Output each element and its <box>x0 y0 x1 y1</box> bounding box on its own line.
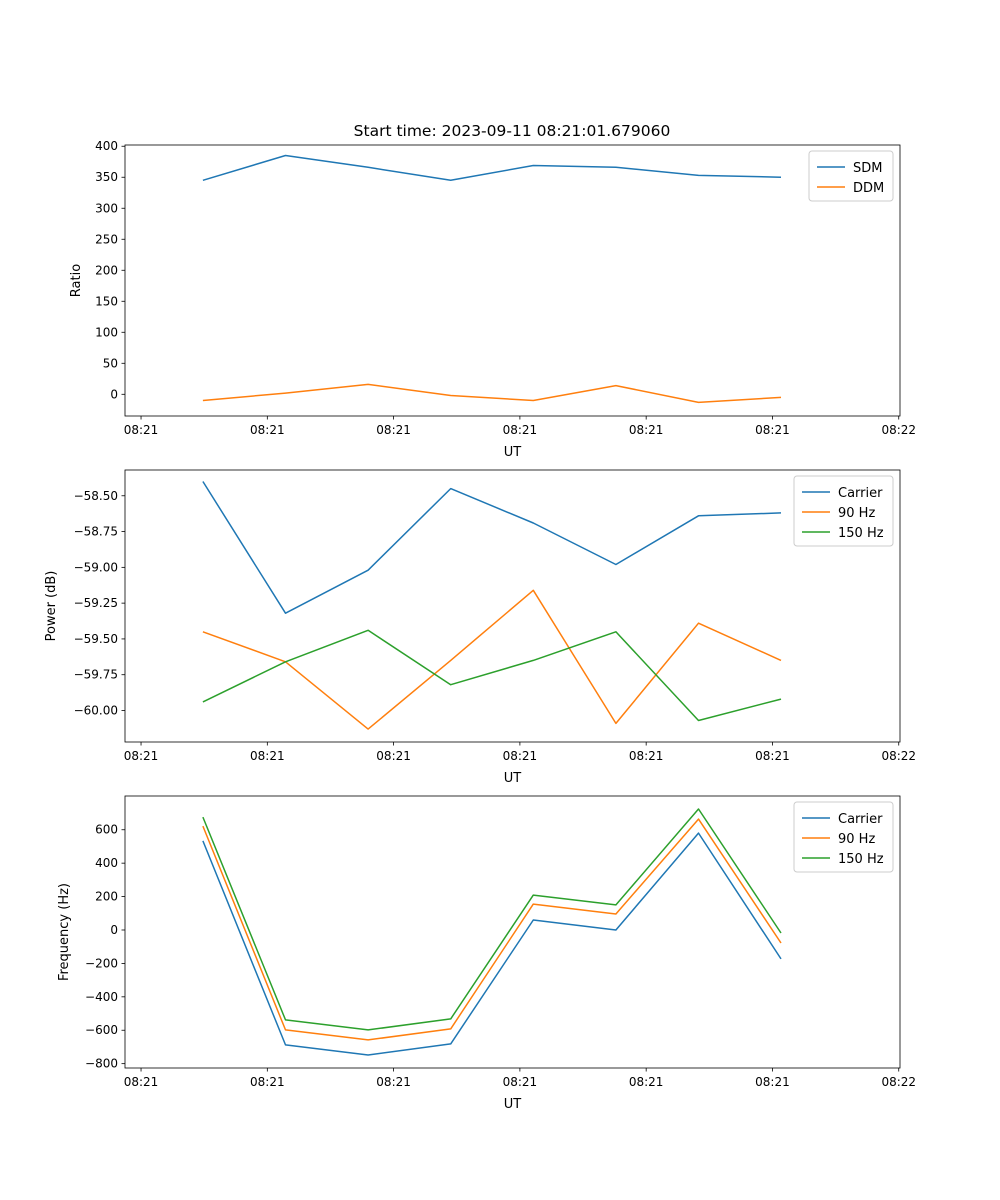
chart-title: Start time: 2023-09-11 08:21:01.679060 <box>354 122 671 140</box>
y-tick-label: 0 <box>110 923 118 937</box>
x-tick-label: 08:21 <box>503 1075 538 1089</box>
y-tick-label: 100 <box>95 325 118 339</box>
y-tick-label: −59.00 <box>74 560 118 574</box>
legend-box <box>793 801 894 873</box>
legend-label: Carrier <box>838 486 883 501</box>
y-tick-label: −400 <box>85 990 118 1004</box>
x-tick-label: 08:21 <box>376 1075 411 1089</box>
x-tick-label: 08:21 <box>250 1075 285 1089</box>
y-tick-label: 600 <box>95 823 118 837</box>
y-tick-label: 200 <box>95 890 118 904</box>
series-line-150-hz <box>202 808 782 1031</box>
y-tick-label: −59.75 <box>74 668 118 682</box>
legend: SDM DDM <box>808 150 894 202</box>
x-tick-label: 08:21 <box>629 423 664 437</box>
x-axis-label: UT <box>504 1097 522 1112</box>
x-tick-label: 08:21 <box>755 749 790 763</box>
y-axis-label: Power (dB) <box>44 571 59 642</box>
legend-label: Carrier <box>838 812 883 827</box>
series-line-carrier <box>202 481 782 614</box>
y-tick-label: 50 <box>103 356 118 370</box>
axes-frame <box>124 795 901 1069</box>
y-tick-label: −600 <box>85 1023 118 1037</box>
x-tick-label: 08:21 <box>755 1075 790 1089</box>
x-tick-label: 08:22 <box>881 1075 916 1089</box>
y-tick-label: −200 <box>85 956 118 970</box>
legend-label: 90 Hz <box>838 506 875 521</box>
x-tick-label: 08:22 <box>881 749 916 763</box>
x-tick-label: 08:21 <box>124 749 159 763</box>
series-line-150-hz <box>202 629 782 722</box>
legend: Carrier 90 Hz 150 Hz <box>793 801 894 873</box>
y-tick-label: 200 <box>95 263 118 277</box>
x-axis-label: UT <box>504 445 522 460</box>
y-tick-label: −60.00 <box>74 704 118 718</box>
x-tick-label: 08:21 <box>629 749 664 763</box>
axes-frame <box>124 144 901 417</box>
y-tick-label: −58.75 <box>74 525 118 539</box>
x-tick-label: 08:21 <box>376 423 411 437</box>
y-tick-label: −800 <box>85 1057 118 1071</box>
y-tick-label: 400 <box>95 856 118 870</box>
y-tick-label: 350 <box>95 170 118 184</box>
subplot-3: 08:21 08:21 08:21 08:21 08:21 08:21 08:22 −800 −… <box>57 795 916 1112</box>
subplot-1: 08:21 08:21 08:21 08:21 08:21 08:21 08:22 0 50 10… <box>69 139 916 460</box>
x-tick-label: 08:21 <box>124 1075 159 1089</box>
x-tick-label: 08:21 <box>250 423 285 437</box>
y-tick-label: 400 <box>95 139 118 153</box>
x-axis-label: UT <box>504 771 522 786</box>
y-tick-label: −59.50 <box>74 632 118 646</box>
subplot-2: 08:21 08:21 08:21 08:21 08:21 08:21 08:22 −60.0… <box>44 469 916 786</box>
series-line-ddm <box>202 383 782 404</box>
x-tick-label: 08:21 <box>629 1075 664 1089</box>
legend-box <box>793 475 894 547</box>
y-tick-label: −58.50 <box>74 489 118 503</box>
x-tick-label: 08:21 <box>376 749 411 763</box>
x-tick-label: 08:21 <box>755 423 790 437</box>
series-line-90-hz <box>202 589 782 730</box>
y-tick-label: 150 <box>95 294 118 308</box>
legend-label: 150 Hz <box>838 852 884 867</box>
x-tick-label: 08:21 <box>503 749 538 763</box>
legend-label: 150 Hz <box>838 526 884 541</box>
x-tick-label: 08:21 <box>250 749 285 763</box>
legend-label: SDM <box>853 161 882 176</box>
series-line-90-hz <box>202 818 782 1041</box>
series-line-sdm <box>202 154 782 182</box>
axes-frame <box>124 469 901 743</box>
legend: Carrier 90 Hz 150 Hz <box>793 475 894 547</box>
y-tick-label: 0 <box>110 387 118 401</box>
y-tick-label: 300 <box>95 201 118 215</box>
legend-label: DDM <box>853 181 884 196</box>
y-tick-label: 250 <box>95 232 118 246</box>
x-tick-label: 08:21 <box>124 423 159 437</box>
y-axis-label: Frequency (Hz) <box>57 883 72 981</box>
series-line-carrier <box>202 832 782 1056</box>
y-tick-label: −59.25 <box>74 596 118 610</box>
legend-label: 90 Hz <box>838 832 875 847</box>
x-tick-label: 08:22 <box>881 423 916 437</box>
y-axis-label: Ratio <box>69 264 84 297</box>
legend-box <box>808 150 894 202</box>
x-tick-label: 08:21 <box>503 423 538 437</box>
